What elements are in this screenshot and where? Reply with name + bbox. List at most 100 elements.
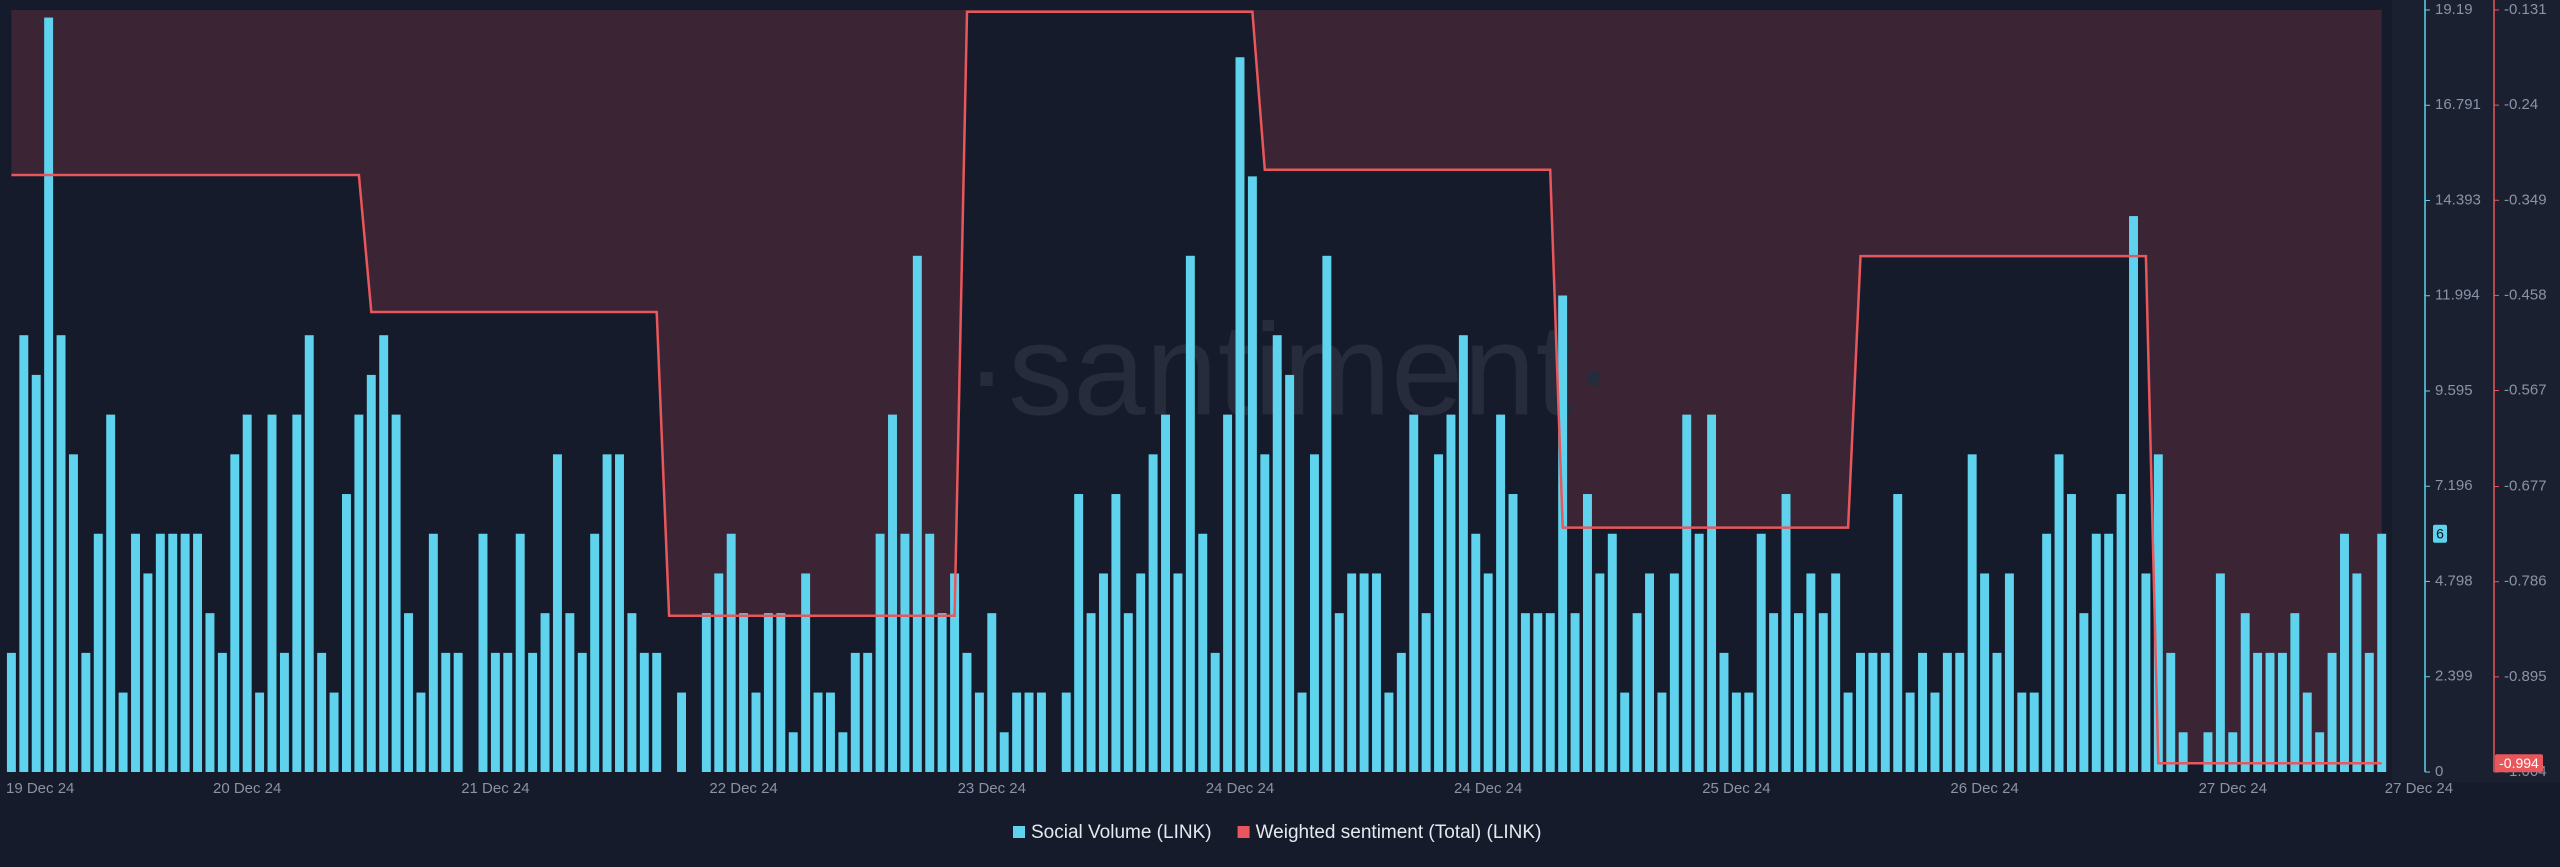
bar — [441, 652, 451, 772]
bar — [490, 652, 500, 772]
bar — [6, 652, 16, 772]
bar — [416, 692, 426, 772]
bar — [838, 732, 848, 772]
bar — [2377, 533, 2387, 772]
y-tick-label: 19.19 — [2435, 1, 2473, 18]
bar — [1632, 613, 1642, 772]
bar — [875, 533, 885, 772]
y2-tick-label: -0.24 — [2504, 96, 2538, 113]
bar — [2253, 652, 2263, 772]
bar — [950, 573, 960, 772]
bar — [1297, 692, 1307, 772]
bar — [2215, 573, 2225, 772]
legend: Social Volume (LINK) Weighted sentiment (… — [1013, 822, 1541, 843]
sentiment-line — [11, 10, 2382, 765]
bar — [937, 613, 947, 772]
x-tick-label: 24 Dec 24 — [1206, 780, 1274, 797]
bar — [888, 414, 897, 772]
bar — [31, 374, 41, 772]
bar — [763, 613, 773, 772]
bar — [168, 533, 178, 772]
bar — [1793, 613, 1803, 772]
bar — [1595, 573, 1605, 772]
bar — [106, 414, 116, 772]
bar — [379, 335, 389, 772]
bar — [44, 17, 54, 772]
bar — [478, 533, 488, 772]
bar — [1099, 573, 1108, 772]
x-tick-label: 27 Dec 24 — [2199, 780, 2267, 797]
bar — [1086, 613, 1096, 772]
bar — [2153, 454, 2163, 772]
bar — [81, 652, 91, 772]
bar — [1235, 57, 1245, 772]
bar — [317, 652, 327, 772]
bar — [2203, 732, 2213, 772]
bar — [1880, 652, 1890, 772]
bar — [404, 613, 413, 772]
bar — [503, 652, 513, 772]
bar — [1322, 255, 1332, 772]
bar — [1347, 573, 1357, 772]
y2-tick-label: -0.458 — [2504, 286, 2547, 303]
legend-label: Weighted sentiment (Total) (LINK) — [1256, 822, 1542, 843]
bar — [1719, 652, 1729, 772]
bar — [155, 533, 165, 772]
bar — [2029, 692, 2039, 772]
bar — [1458, 335, 1468, 772]
bar — [912, 255, 922, 772]
y2-tick-label: -0.567 — [2504, 382, 2547, 399]
bar — [1781, 494, 1791, 772]
bar — [552, 454, 562, 772]
bar — [2054, 454, 2064, 772]
bar — [1074, 494, 1084, 772]
bar — [1409, 414, 1419, 772]
bar — [230, 454, 240, 772]
x-tick-label: 21 Dec 24 — [461, 780, 529, 797]
bar — [2066, 494, 2076, 772]
y-tick-label: 0 — [2435, 763, 2443, 780]
value-badge-label: 6 — [2436, 525, 2444, 541]
y2-tick-label: -0.131 — [2504, 1, 2547, 18]
bar — [1769, 613, 1779, 772]
bar — [2352, 573, 2362, 772]
bar — [2178, 732, 2188, 772]
bar — [528, 652, 538, 772]
bar — [180, 533, 190, 772]
bar — [1806, 573, 1816, 772]
y-tick-label: 2.399 — [2435, 668, 2473, 685]
bar — [2265, 652, 2275, 772]
bar — [1831, 573, 1841, 772]
bar — [1260, 454, 1270, 772]
bar — [2079, 613, 2089, 772]
bar — [987, 613, 997, 772]
value-badge — [2495, 754, 2543, 773]
bar — [1905, 692, 1915, 772]
bar — [1657, 692, 1667, 772]
bar — [1694, 533, 1704, 772]
bar — [1645, 573, 1654, 772]
bar — [627, 613, 637, 772]
bar — [751, 692, 761, 772]
legend-swatch — [1237, 826, 1250, 838]
bar — [1359, 573, 1369, 772]
bar — [2240, 613, 2250, 772]
bar — [1024, 692, 1034, 772]
bar — [1533, 613, 1543, 772]
bar — [428, 533, 438, 772]
bar — [1111, 494, 1121, 772]
bar — [1980, 573, 1990, 772]
bar — [1930, 692, 1940, 772]
bar — [217, 652, 227, 772]
bar — [242, 414, 252, 772]
bar — [652, 652, 662, 772]
bar — [1471, 533, 1481, 772]
bar — [255, 692, 265, 772]
y-tick-label: 16.791 — [2435, 96, 2481, 113]
bar — [143, 573, 153, 772]
bar — [1198, 533, 1208, 772]
bar — [1992, 652, 2002, 772]
bar — [615, 454, 624, 772]
bar — [701, 613, 711, 772]
bar — [739, 613, 749, 772]
